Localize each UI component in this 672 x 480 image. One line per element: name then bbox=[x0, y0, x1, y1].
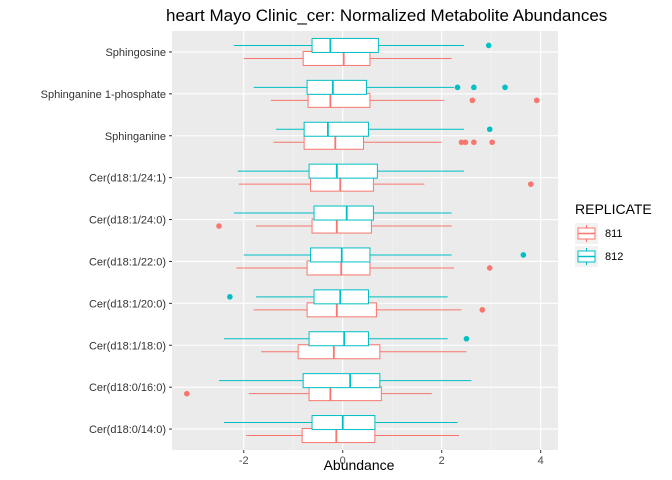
y-tick-label: Cer(d18:1/22:0) bbox=[89, 256, 166, 268]
box-iqr bbox=[306, 302, 377, 318]
y-tick-label: Sphinganine 1-phosphate bbox=[41, 89, 166, 101]
box-iqr bbox=[306, 260, 371, 276]
box-812 bbox=[253, 79, 508, 95]
box-811 bbox=[236, 260, 493, 276]
x-axis: -2 0 2 4 bbox=[239, 450, 544, 467]
box-811 bbox=[184, 386, 432, 402]
y-tick-label: Cer(d18:1/24:1) bbox=[89, 173, 166, 185]
outlier-point bbox=[216, 223, 222, 229]
outlier-point bbox=[463, 335, 470, 342]
box-iqr bbox=[311, 218, 372, 234]
outlier-point bbox=[489, 139, 495, 146]
y-axis: Sphingosine Sphinganine 1-phosphate Sphing… bbox=[41, 47, 172, 436]
outlier-point bbox=[502, 84, 508, 91]
box-iqr bbox=[302, 373, 381, 389]
x-tick-label: 0 bbox=[340, 455, 346, 467]
legend-item-812: 812 bbox=[575, 246, 623, 267]
legend-label: 812 bbox=[605, 251, 623, 263]
box-812 bbox=[223, 331, 470, 347]
outlier-point bbox=[533, 97, 540, 104]
box-iqr bbox=[303, 121, 369, 137]
outlier-point bbox=[469, 97, 476, 104]
box-iqr bbox=[306, 79, 367, 95]
box-iqr bbox=[307, 92, 371, 108]
x-tick-label: -2 bbox=[239, 455, 249, 467]
outlier-point bbox=[184, 390, 190, 397]
box-812 bbox=[219, 373, 472, 389]
box-811 bbox=[253, 302, 486, 318]
legend-item-811: 811 bbox=[575, 223, 623, 244]
box-iqr bbox=[313, 205, 374, 221]
box-iqr bbox=[308, 331, 369, 347]
box-iqr bbox=[302, 50, 371, 66]
y-tick-label: Cer(d18:1/18:0) bbox=[89, 340, 166, 352]
outlier-point bbox=[462, 139, 469, 146]
box-811 bbox=[238, 176, 534, 192]
box-iqr bbox=[308, 163, 378, 179]
outlier-point bbox=[471, 84, 477, 91]
box-812 bbox=[275, 121, 493, 137]
box-iqr bbox=[297, 344, 381, 360]
box-812 bbox=[233, 37, 492, 53]
box-812 bbox=[243, 247, 527, 263]
box-iqr bbox=[310, 247, 371, 263]
y-tick-label: Cer(d18:1/24:0) bbox=[89, 215, 166, 227]
outlier-point bbox=[227, 294, 233, 300]
box-iqr bbox=[313, 289, 369, 305]
box-812 bbox=[237, 163, 464, 179]
outlier-point bbox=[479, 307, 486, 313]
box-iqr bbox=[301, 428, 376, 444]
outlier-point bbox=[485, 42, 492, 49]
y-tick-label: Cer(d18:0/16:0) bbox=[89, 382, 166, 394]
outlier-point bbox=[454, 84, 461, 91]
y-tick-label: Sphinganine bbox=[105, 131, 166, 143]
y-tick-label: Cer(d18:0/14:0) bbox=[89, 424, 166, 436]
outlier-point bbox=[486, 126, 493, 133]
y-tick-label: Sphingosine bbox=[105, 47, 166, 59]
box-812 bbox=[227, 289, 448, 305]
x-axis-title: Abundance bbox=[324, 457, 395, 473]
outlier-point bbox=[527, 181, 534, 187]
box-iqr bbox=[303, 134, 365, 150]
outlier-point bbox=[471, 139, 477, 146]
box-iqr bbox=[311, 37, 379, 53]
box-series bbox=[184, 37, 540, 444]
legend-label: 811 bbox=[605, 228, 623, 240]
box-iqr bbox=[310, 176, 374, 192]
box-812 bbox=[223, 415, 458, 431]
y-tick-label: Cer(d18:1/20:0) bbox=[89, 298, 166, 310]
box-811 bbox=[246, 428, 460, 444]
box-811 bbox=[273, 134, 495, 150]
x-tick-label: 2 bbox=[439, 455, 445, 467]
x-tick-label: 4 bbox=[538, 455, 544, 467]
box-iqr bbox=[308, 386, 382, 402]
outlier-point bbox=[520, 252, 527, 258]
chart-title: heart Mayo Clinic_cer: Normalized Metabo… bbox=[166, 6, 607, 25]
outlier-point bbox=[486, 265, 493, 271]
box-812 bbox=[233, 205, 452, 221]
legend: REPLICATE 811 812 bbox=[575, 201, 652, 267]
legend-title: REPLICATE bbox=[575, 201, 652, 217]
outlier-point bbox=[458, 139, 465, 146]
